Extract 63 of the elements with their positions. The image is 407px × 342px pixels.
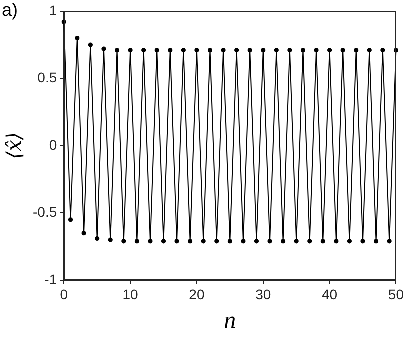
y-axis-title: ⟨x̂⟩ [2, 132, 26, 160]
point [314, 48, 319, 53]
point [274, 48, 279, 53]
x-tick-label: 50 [388, 286, 404, 303]
point [102, 46, 106, 52]
point [360, 239, 366, 244]
x-tick-label: 30 [256, 286, 272, 303]
point [334, 239, 339, 244]
point [300, 48, 306, 53]
point [288, 48, 292, 53]
point [268, 239, 272, 244]
point [68, 218, 74, 222]
y-tick-label: -1 [44, 271, 58, 288]
point [128, 48, 133, 53]
point [248, 48, 252, 53]
x-tick-label: 20 [189, 286, 205, 303]
point [188, 239, 193, 244]
x-axis-title: n [224, 308, 236, 334]
point [194, 48, 200, 53]
y-tick-label: -0.5 [33, 204, 58, 220]
point [201, 239, 206, 244]
point [340, 48, 346, 53]
x-tick-label: 40 [322, 286, 338, 303]
point [122, 239, 126, 244]
point [380, 48, 386, 53]
point [234, 48, 240, 53]
point [221, 48, 226, 53]
point [134, 239, 140, 244]
point [261, 48, 266, 53]
point [148, 239, 153, 244]
point [327, 48, 332, 53]
point [161, 239, 166, 244]
point [281, 239, 286, 244]
point [320, 239, 326, 244]
x-tick-label: 10 [122, 286, 139, 303]
point [181, 48, 186, 53]
point [308, 239, 312, 244]
point [82, 231, 86, 236]
y-tick-label: 0.5 [38, 70, 58, 86]
point [254, 239, 260, 244]
y-tick-label: 0 [49, 136, 58, 153]
point [88, 42, 93, 48]
point [241, 239, 246, 244]
point [75, 36, 80, 41]
point [347, 239, 352, 244]
chart-title: a) [2, 0, 18, 21]
point [174, 239, 180, 244]
point [95, 236, 100, 242]
point [367, 48, 372, 53]
point [108, 238, 113, 242]
point [354, 48, 359, 53]
point [168, 48, 173, 53]
point [154, 48, 160, 53]
y-tick-label: 1 [49, 2, 58, 18]
x-tick-label: 0 [60, 286, 68, 303]
point [228, 239, 232, 244]
point [114, 48, 120, 53]
point [214, 239, 220, 244]
point [208, 48, 213, 53]
point [374, 239, 379, 244]
point [294, 239, 299, 244]
point [142, 48, 146, 53]
point [387, 239, 392, 244]
